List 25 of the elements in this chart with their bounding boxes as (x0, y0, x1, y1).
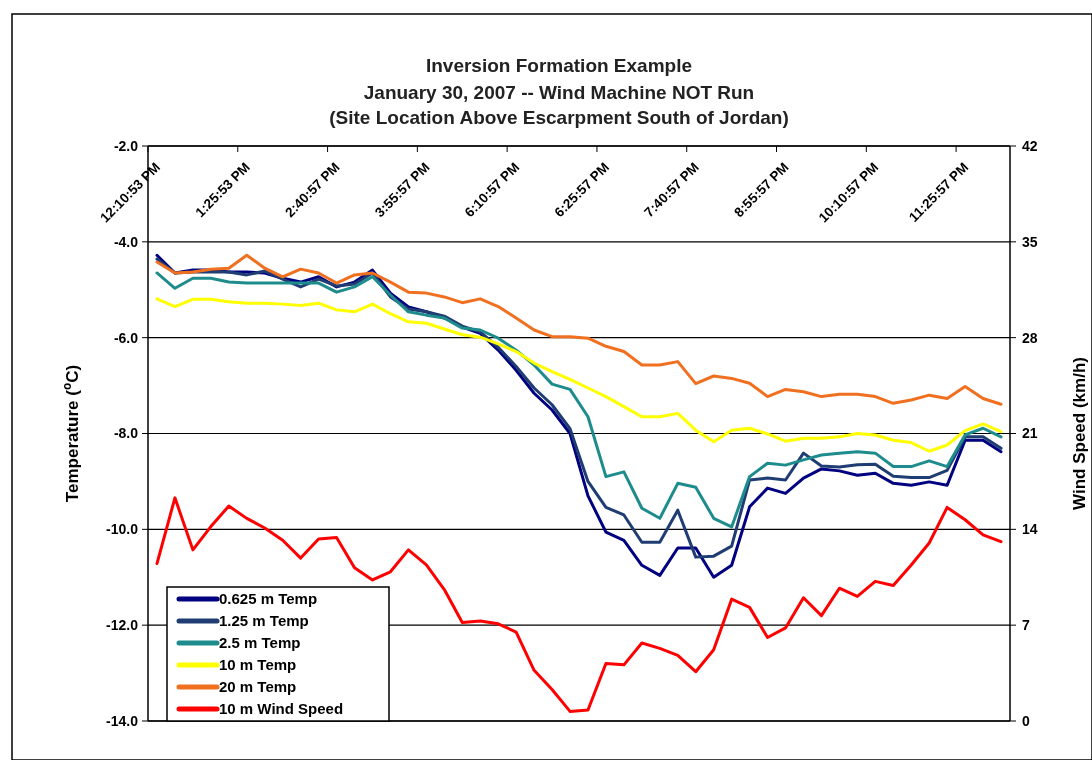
y2-tick-label: 7 (1022, 617, 1030, 634)
chart-title: Inversion Formation Example (425, 55, 693, 76)
y2-tick-label: 28 (1022, 329, 1038, 346)
y-tick-label: -2.0 (113, 137, 139, 154)
y2-axis-title: Wind Speed (km/h) (1070, 357, 1089, 510)
line-series (155, 297, 1003, 453)
y-tick-label: -8.0 (113, 425, 139, 442)
line-series (155, 253, 1003, 406)
y2-tick-label: 21 (1022, 425, 1038, 442)
y-tick-label: -6.0 (113, 329, 139, 346)
y-tick-label: -14.0 (106, 712, 139, 729)
y2-tick-label: 14 (1022, 521, 1038, 538)
y-tick-label: -12.0 (106, 617, 139, 634)
legend-label: 20 m Temp (219, 678, 297, 696)
y-tick-label: -10.0 (106, 521, 139, 538)
legend-label: 10 m Wind Speed (219, 700, 344, 718)
y2-tick-label: 0 (1022, 712, 1030, 729)
legend-label: 1.25 m Temp (219, 612, 309, 630)
y2-tick-label: 35 (1022, 233, 1038, 250)
y-tick-label: -4.0 (113, 233, 139, 250)
chart-subtitle: January 30, 2007 -- Wind Machine NOT Run (Site Location Above Escarpment South of Jordan) (329, 82, 789, 128)
legend-label: 10 m Temp (219, 656, 297, 674)
y2-tick-label: 42 (1022, 137, 1038, 154)
legend-label: 0.625 m Temp (219, 590, 318, 608)
legend-label: 2.5 m Temp (219, 634, 301, 652)
